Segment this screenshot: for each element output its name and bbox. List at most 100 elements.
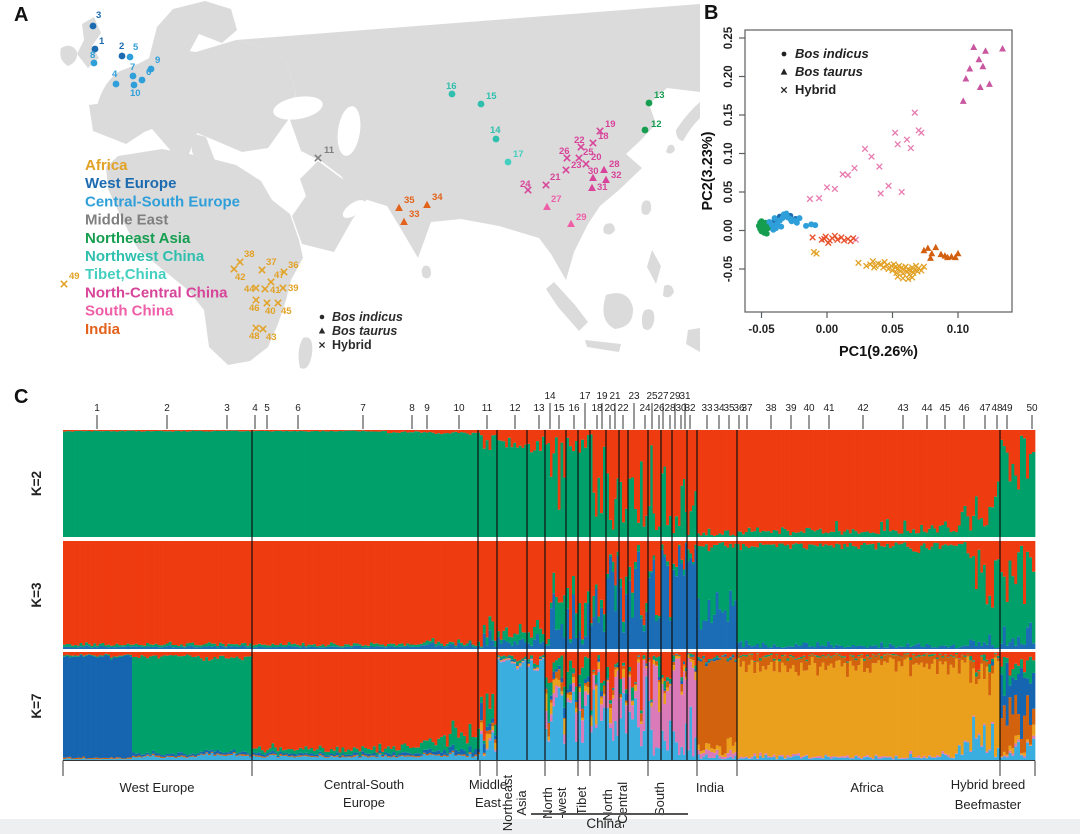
admixture-bar xyxy=(468,640,472,643)
admixture-bar xyxy=(208,645,212,649)
admixture-bar xyxy=(871,759,875,760)
admixture-bar xyxy=(406,652,410,746)
admixture-bar xyxy=(726,660,730,662)
admixture-pop-number: 12 xyxy=(509,403,521,414)
admixture-bar xyxy=(724,756,727,759)
map-landmass xyxy=(292,161,369,252)
admixture-pop-35-k7 xyxy=(724,652,738,760)
admixture-bar xyxy=(729,756,733,760)
admixture-bar xyxy=(246,753,250,755)
admixture-bar xyxy=(165,756,170,760)
admixture-bar xyxy=(246,645,250,648)
admixture-bar xyxy=(581,430,585,440)
admixture-pop-12-k3 xyxy=(497,541,528,649)
admixture-bar xyxy=(249,757,253,760)
admixture-bar xyxy=(112,759,116,760)
admixture-bar xyxy=(445,755,450,757)
admixture-bar xyxy=(685,541,688,543)
admixture-bar xyxy=(640,430,644,462)
admixture-bar xyxy=(221,755,225,760)
admixture-pop-42-k3 xyxy=(846,541,884,649)
admixture-bar xyxy=(631,617,635,649)
admixture-bar xyxy=(527,430,531,444)
admixture-bar xyxy=(1020,659,1024,669)
admixture-pop-25-k2 xyxy=(648,430,656,537)
admixture-bar xyxy=(491,541,495,622)
admixture-bar xyxy=(655,430,659,531)
admixture-bar xyxy=(420,541,424,644)
admixture-bar xyxy=(705,663,709,667)
admixture-bar xyxy=(569,639,573,643)
admixture-bar xyxy=(832,656,836,668)
admixture-bar xyxy=(980,745,984,747)
admixture-bar xyxy=(791,544,795,647)
admixture-bar xyxy=(802,656,806,671)
admixture-bar xyxy=(85,654,89,656)
admixture-bar xyxy=(341,756,345,760)
pca-point xyxy=(763,230,770,237)
admixture-bar xyxy=(230,646,234,649)
admixture-bar xyxy=(180,752,184,756)
admixture-bar xyxy=(255,652,259,749)
admixture-bar xyxy=(764,652,768,656)
admixture-bar xyxy=(578,603,582,632)
admixture-bar xyxy=(454,749,458,756)
admixture-bar xyxy=(338,757,342,759)
admixture-bar xyxy=(775,759,779,760)
admixture-bar xyxy=(542,658,546,760)
admixture-bar xyxy=(431,742,435,752)
admixture-bar xyxy=(885,757,890,760)
admixture-bar xyxy=(597,658,601,662)
admixture-bar xyxy=(734,755,738,760)
admixture-bar xyxy=(497,631,501,638)
admixture-bar xyxy=(550,608,553,649)
admixture-bar xyxy=(685,511,688,537)
admixture-bar xyxy=(705,430,709,536)
admixture-bar xyxy=(666,687,670,692)
admixture-bar xyxy=(494,739,498,744)
admixture-bar xyxy=(98,652,102,656)
admixture-bar xyxy=(165,753,170,756)
admixture-bar xyxy=(205,646,209,649)
admixture-bar xyxy=(557,680,561,687)
admixture-bar xyxy=(468,652,472,724)
admixture-pop-number: 11 xyxy=(482,403,493,414)
admixture-bar xyxy=(480,647,484,649)
admixture-bar xyxy=(592,671,596,674)
admixture-bar xyxy=(622,522,626,537)
admixture-bar xyxy=(146,430,150,431)
admixture-bar xyxy=(243,642,247,647)
admixture-bar xyxy=(425,644,429,649)
admixture-bar xyxy=(488,708,492,724)
admixture-bar xyxy=(933,659,937,757)
admixture-bar xyxy=(197,753,201,756)
admixture-bar xyxy=(434,646,438,649)
admixture-bar xyxy=(827,756,831,760)
map-marker-18: 18 xyxy=(589,131,609,147)
admixture-bar xyxy=(663,693,667,705)
admixture-bar xyxy=(301,753,305,756)
admixture-bar xyxy=(545,652,548,678)
admixture-bar xyxy=(1029,656,1033,684)
admixture-bar xyxy=(731,547,735,606)
admixture-bar xyxy=(425,432,429,537)
admixture-bar xyxy=(680,541,684,560)
admixture-bar xyxy=(687,541,690,550)
admixture-bar xyxy=(655,530,659,537)
admixture-bar xyxy=(443,433,447,537)
admixture-bar xyxy=(813,430,817,532)
admixture-bar xyxy=(79,430,83,431)
admixture-bar xyxy=(318,652,322,746)
admixture-pop-number: 9 xyxy=(424,403,430,414)
marker-x xyxy=(596,127,604,135)
admixture-bar xyxy=(710,748,714,753)
admixture-bar xyxy=(358,751,362,757)
marker-x xyxy=(314,154,322,162)
admixture-bar xyxy=(513,660,517,662)
admixture-bar xyxy=(199,647,203,649)
admixture-bar xyxy=(581,644,585,649)
admixture-bar xyxy=(897,652,901,656)
pca-point xyxy=(771,215,778,222)
marker-x xyxy=(280,268,288,276)
admixture-bar xyxy=(230,430,234,431)
